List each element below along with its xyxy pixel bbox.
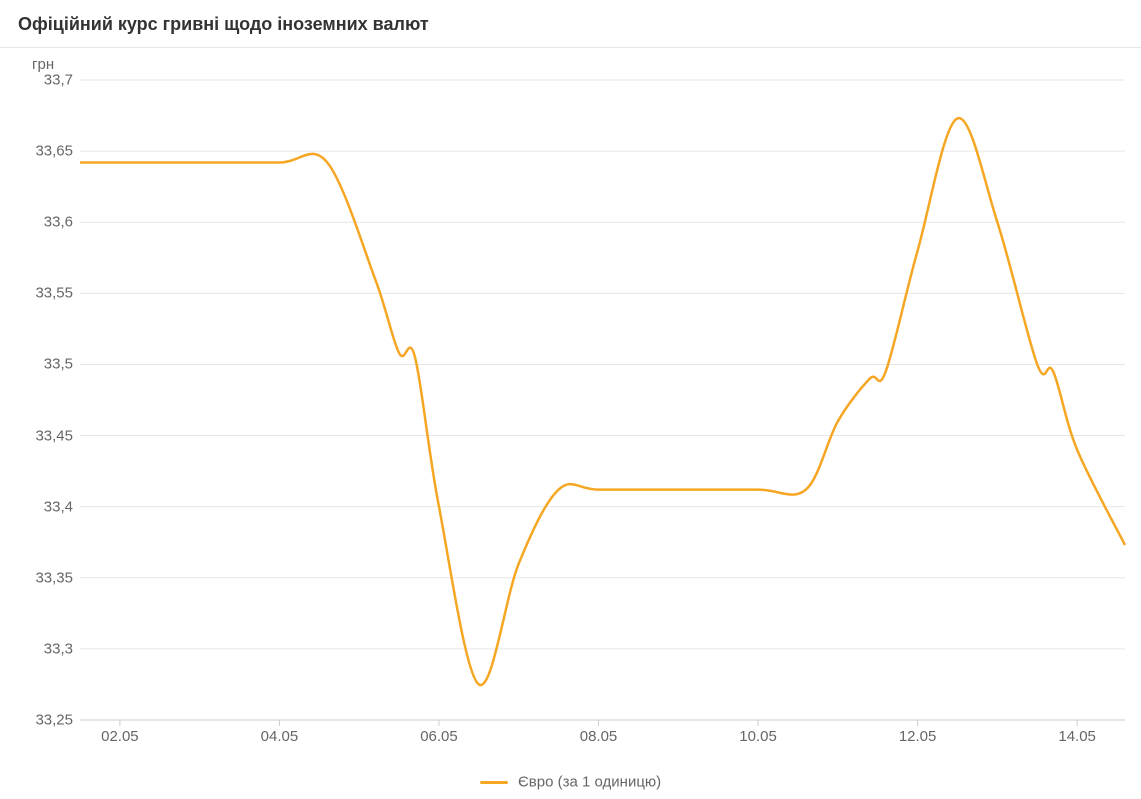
chart-title: Офіційний курс гривні щодо іноземних вал… xyxy=(0,0,1141,48)
legend-label: Євро (за 1 одиницю) xyxy=(518,774,661,791)
y-tick-label: 33,3 xyxy=(13,640,73,657)
plot-area xyxy=(80,80,1125,720)
plot-wrap: грн 33,25 33,3 33,35 33,4 33,45 33,5 33,55 33,6… xyxy=(0,50,1141,750)
y-axis-unit-label: грн xyxy=(32,56,54,73)
chart-container: Офіційний курс гривні щодо іноземних вал… xyxy=(0,0,1141,799)
y-tick-label: 33,7 xyxy=(13,72,73,89)
y-tick-label: 33,35 xyxy=(13,569,73,586)
y-tick-label: 33,45 xyxy=(13,427,73,444)
legend-swatch xyxy=(480,781,508,784)
y-tick-label: 33,25 xyxy=(13,712,73,729)
x-tick-label: 12.05 xyxy=(899,728,937,745)
series-line xyxy=(80,118,1125,685)
y-tick-label: 33,6 xyxy=(13,214,73,231)
y-tick-label: 33,5 xyxy=(13,356,73,373)
legend: Євро (за 1 одиницю) xyxy=(0,773,1141,791)
x-tick-label: 14.05 xyxy=(1058,728,1096,745)
x-tick-label: 10.05 xyxy=(739,728,777,745)
x-tick-label: 06.05 xyxy=(420,728,458,745)
y-tick-label: 33,65 xyxy=(13,143,73,160)
plot-svg xyxy=(80,80,1125,720)
y-tick-label: 33,4 xyxy=(13,498,73,515)
x-tick-label: 08.05 xyxy=(580,728,618,745)
x-tick-label: 02.05 xyxy=(101,728,139,745)
x-tick-label: 04.05 xyxy=(261,728,299,745)
y-tick-label: 33,55 xyxy=(13,285,73,302)
